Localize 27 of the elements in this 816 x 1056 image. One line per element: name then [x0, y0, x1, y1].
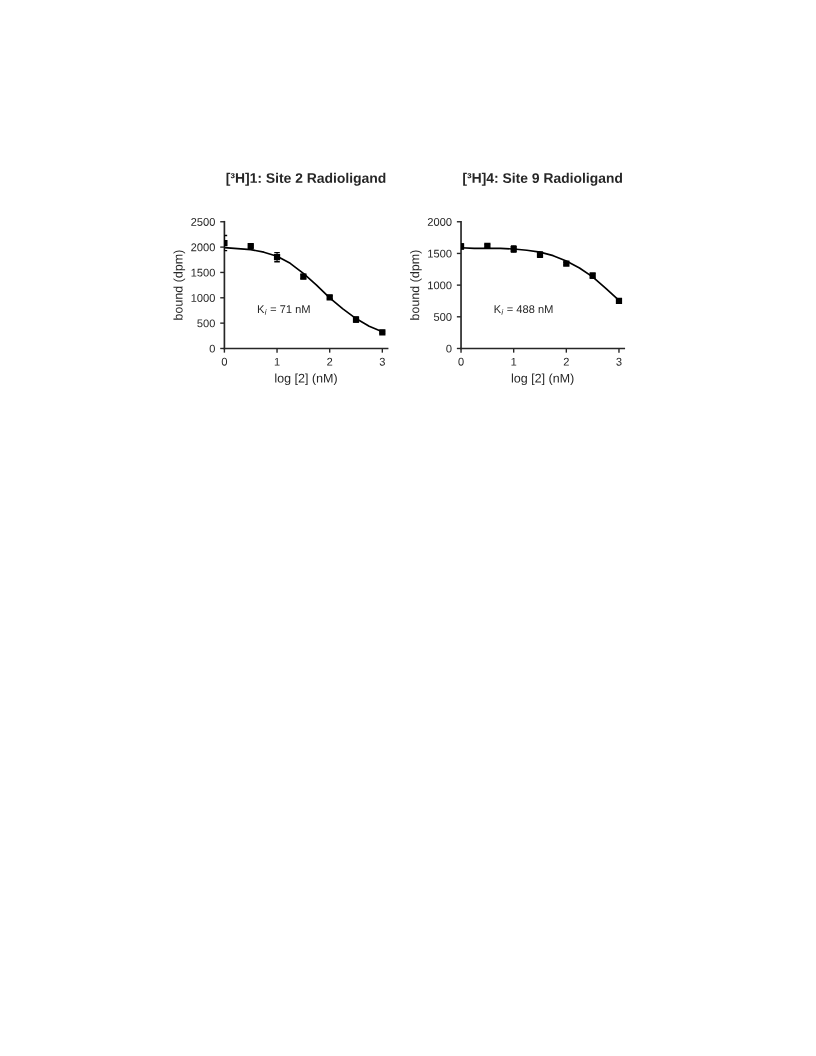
x-tick-label: 3 — [616, 357, 622, 366]
y-axis-title: bound (dpm) — [173, 250, 186, 320]
y-tick-label: 2000 — [191, 243, 215, 252]
y-tick-label: 0 — [209, 344, 215, 353]
x-tick-label: 0 — [458, 357, 464, 366]
x-tick-label: 1 — [274, 357, 280, 366]
chart-title: [³H]1: Site 2 Radioligand — [226, 172, 386, 186]
annotation: K$_{i}$ = 488 nM — [494, 305, 553, 315]
annotation: K$_{i}$ = 71 nM — [257, 305, 310, 315]
x-tick-label: 2 — [327, 357, 333, 366]
x-tick-label: 2 — [563, 357, 569, 366]
x-axis-title: log [2] (nM) — [511, 373, 574, 386]
x-axis-title: log [2] (nM) — [275, 373, 337, 386]
y-tick-label: 1000 — [428, 281, 452, 290]
x-tick-label: 0 — [221, 357, 228, 366]
y-tick-label: 500 — [197, 319, 215, 328]
y-tick-label: 0 — [446, 344, 452, 353]
y-tick-label: 2500 — [191, 218, 215, 226]
x-tick-label: 3 — [379, 357, 385, 366]
y-tick-label: 1000 — [191, 294, 215, 302]
chart-title: [³H]4: Site 9 Radioligand — [463, 172, 622, 186]
y-tick-label: 1500 — [191, 268, 215, 277]
x-tick-label: 1 — [511, 357, 517, 366]
y-tick-label: 1500 — [428, 249, 452, 258]
y-axis-title: bound (dpm) — [410, 250, 422, 320]
y-tick-label: 2000 — [427, 218, 452, 226]
y-tick-label: 500 — [433, 313, 452, 321]
